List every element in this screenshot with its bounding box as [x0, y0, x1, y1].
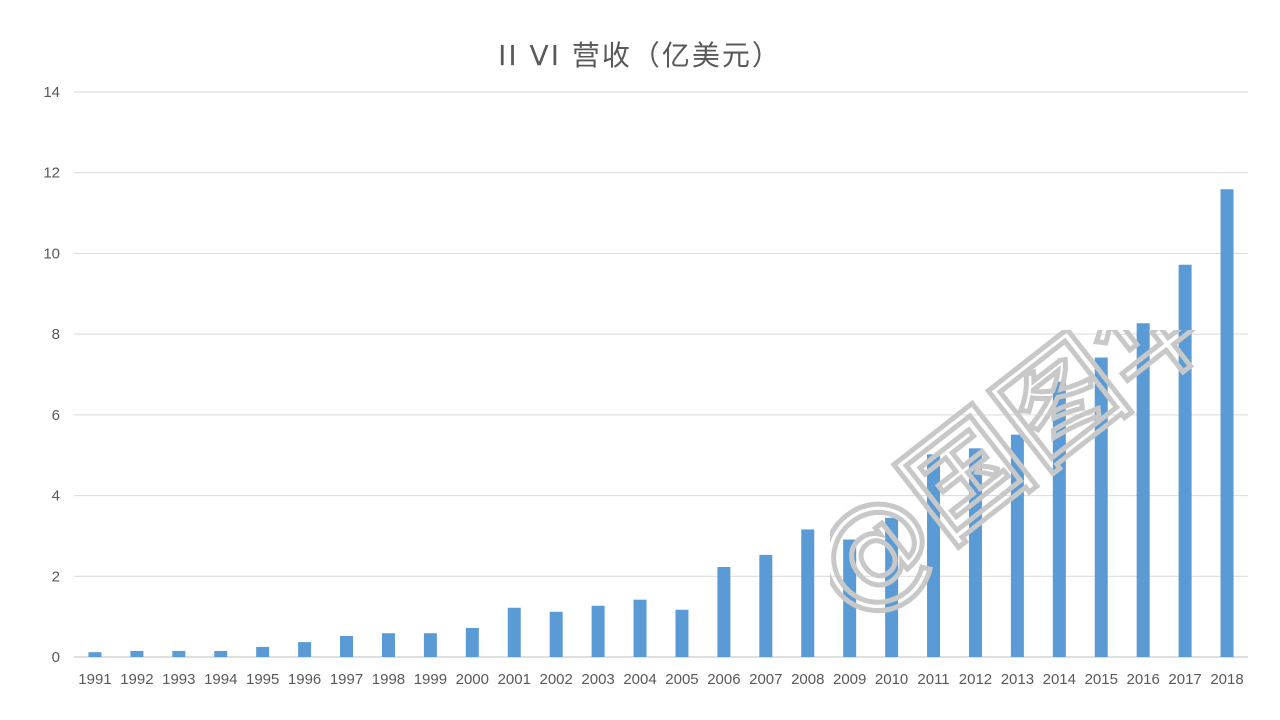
y-tick-label: 4: [52, 488, 60, 505]
y-tick-label: 8: [52, 326, 60, 343]
bar-2001: [507, 607, 521, 657]
bar-2005: [675, 609, 689, 657]
y-tick-label: 0: [52, 649, 60, 666]
bar-2018: [1220, 189, 1234, 657]
bar-1996: [298, 642, 312, 657]
x-tick-label: 2003: [581, 671, 614, 688]
bar-2014: [1052, 381, 1066, 657]
x-tick-label: 2008: [791, 671, 824, 688]
x-tick-label: 2011: [917, 671, 949, 688]
x-tick-label: 1999: [414, 671, 447, 688]
bar-2016: [1136, 323, 1150, 657]
x-tick-label: 2018: [1210, 671, 1243, 688]
x-tick-label: 2007: [749, 671, 782, 688]
bar-2012: [968, 448, 982, 657]
x-tick-label: 2004: [623, 671, 656, 688]
x-tick-label: 2015: [1085, 671, 1118, 688]
x-tick-label: 2014: [1043, 671, 1076, 688]
bar-2011: [927, 454, 941, 657]
bar-1994: [214, 650, 228, 657]
y-tick-label: 10: [43, 245, 60, 262]
x-tick-label: 2002: [539, 671, 572, 688]
x-tick-label: 2005: [665, 671, 698, 688]
bar-2007: [759, 554, 773, 657]
bar-1993: [172, 650, 186, 657]
x-tick-label: 2012: [959, 671, 992, 688]
bar-2010: [885, 517, 899, 657]
bar-1999: [423, 633, 437, 657]
bar-2003: [591, 605, 605, 657]
x-tick-label: 2016: [1126, 671, 1159, 688]
x-tick-label: 1998: [372, 671, 405, 688]
x-tick-label: 1992: [120, 671, 153, 688]
x-tick-label: 2013: [1001, 671, 1034, 688]
bar-2013: [1010, 434, 1024, 657]
x-tick-label: 1994: [204, 671, 237, 688]
y-tick-label: 2: [52, 568, 60, 585]
x-tick-label: 2017: [1168, 671, 1201, 688]
x-tick-label: 2000: [456, 671, 489, 688]
x-tick-label: 2006: [707, 671, 740, 688]
x-tick-label: 1991: [78, 671, 111, 688]
x-tick-label: 2001: [498, 671, 531, 688]
x-tick-label: 2009: [833, 671, 866, 688]
bar-1997: [340, 636, 354, 657]
y-tick-label: 12: [43, 165, 60, 182]
chart-title: II VI 营收（亿美元）: [498, 39, 782, 72]
bar-2009: [843, 539, 857, 657]
bar-2004: [633, 599, 647, 657]
x-tick-label: 1993: [162, 671, 195, 688]
gridlines: [74, 91, 1248, 658]
bar-2015: [1094, 357, 1108, 657]
bar-2000: [465, 627, 479, 657]
bar-1992: [130, 650, 144, 657]
y-tick-label: 6: [52, 407, 60, 424]
bar-2008: [801, 529, 815, 657]
bar-1991: [88, 652, 102, 657]
x-tick-label: 1995: [246, 671, 279, 688]
x-tick-label: 2010: [875, 671, 908, 688]
bar-1995: [256, 646, 270, 657]
bar-2002: [549, 611, 563, 657]
y-tick-label: 14: [43, 84, 60, 101]
x-tick-label: 1996: [288, 671, 321, 688]
x-axis-ticks: 1991 1992 1993 1994 1995 1996 1997 1998 1999 2000…: [78, 671, 1243, 688]
bars: [88, 189, 1234, 657]
bar-2006: [717, 567, 731, 657]
bar-1998: [381, 633, 395, 657]
bar-2017: [1178, 264, 1192, 657]
x-tick-label: 1997: [330, 671, 363, 688]
y-axis-ticks: 0 2 4 6 8 10 12 14: [43, 84, 60, 666]
